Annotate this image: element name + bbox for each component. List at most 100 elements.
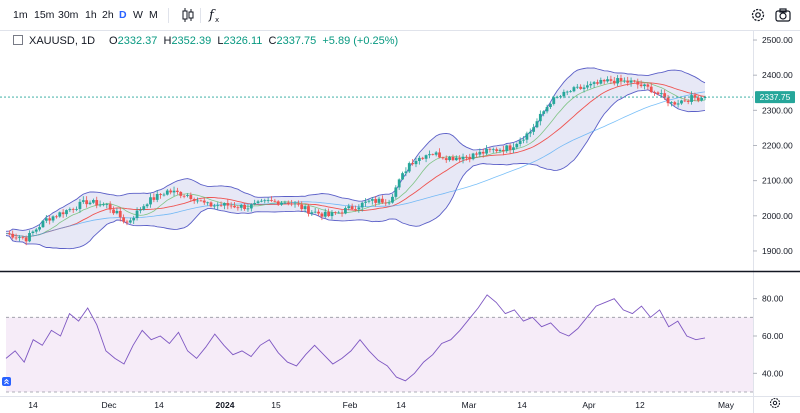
candle-body [491,149,495,151]
candle-body [58,212,62,217]
candle-body [145,204,149,207]
candle-body [572,87,576,92]
indicators-icon[interactable]: f x [206,6,224,24]
candle-body [411,163,415,165]
time-tick-label: May [718,400,735,410]
candle-body [602,79,606,82]
candle-body [260,200,263,202]
candle-body [387,202,391,204]
candle-body [61,212,65,215]
timeframe-w[interactable]: W [133,9,143,21]
candle-body [626,80,630,83]
candle-body [508,145,512,150]
candle-body [327,211,331,217]
toolbar-divider [168,8,169,23]
candle-body [391,196,394,203]
candle-body [21,237,25,239]
candle-body [118,210,122,218]
last-price-tag-text: 2337.75 [760,92,791,102]
candle-body [246,208,250,210]
bb-upper-line [5,67,706,232]
time-tick-label: Mar [462,400,477,410]
price-tick-label: 2400.00 [762,70,793,80]
candle-body [451,157,455,161]
candle-body [545,107,549,112]
candle-body [112,209,115,214]
candle-body [293,203,297,205]
close-value: 2337.75 [276,35,317,47]
candle-body [243,204,247,210]
high-label: H [163,35,172,47]
candle-body [68,209,72,211]
candle-body [663,93,667,98]
candle-body [384,202,388,204]
candle-body [464,156,468,158]
time-tick-label: 15 [271,400,281,410]
low-value: 2326.11 [223,35,263,47]
candle-body [468,156,472,160]
candle-body [619,78,623,81]
candle-body [700,98,704,101]
timeframe-1h[interactable]: 1h [85,9,97,21]
candle-body [38,227,42,230]
candle-body [532,127,536,132]
candle-body [562,91,566,97]
candle-body [599,79,603,84]
candle-body [128,220,132,223]
candle-body [273,200,277,202]
candle-body [209,202,213,207]
candle-body [434,152,438,155]
candle-body [501,149,505,152]
candles-icon[interactable] [179,6,197,24]
candle-body [575,86,579,88]
price-tick-label: 2300.00 [762,105,793,115]
candle-body [300,204,304,210]
symbol-label[interactable]: XAUUSD, 1D [29,35,96,47]
candle-body [135,210,139,218]
timeframe-30m[interactable]: 30m [58,9,79,21]
candle-body [125,221,129,223]
candle-body [51,216,55,221]
price-tick-label: 2200.00 [762,140,793,150]
price-tick-label: 2100.00 [762,176,793,186]
candle-body [350,206,354,210]
candle-body [340,212,344,214]
candle-body [380,198,384,203]
candle-body [696,97,700,101]
candle-body [310,212,314,214]
ohlc-legend: XAUUSD, 1D O2332.37 H2352.39 L2326.11 C23… [13,35,398,47]
time-tick-label: 14 [396,400,406,410]
candle-body [424,155,428,159]
candle-body [656,92,660,95]
candle-body [199,200,203,202]
settings-icon[interactable] [749,6,767,24]
timeframe-2h[interactable]: 2h [102,9,114,21]
candle-body [333,212,337,214]
timeframe-1m[interactable]: 1m [13,9,28,21]
axis-settings-icon[interactable] [769,397,781,409]
bollinger-bands [5,67,706,250]
timeframe-15m[interactable]: 15m [34,9,55,21]
candle-body [471,153,475,160]
candle-body [367,200,371,202]
candle-body [229,205,233,207]
candle-body [283,202,287,204]
camera-icon[interactable] [774,6,792,24]
rsi-tick-label: 80.00 [762,294,784,304]
timeframe-m[interactable]: M [149,9,158,21]
candle-body [404,171,408,174]
legend-collapse-icon[interactable] [13,35,23,45]
candle-body [233,205,236,208]
candle-body [666,97,670,104]
price-axis: 2500.00 2400.00 2300.00 2200.00 2100.00 2000.… [753,35,793,256]
candle-body [192,199,196,202]
candle-body [364,201,367,203]
candle-body [414,160,418,165]
timeframe-d[interactable]: D [119,9,127,21]
candle-body [81,200,85,202]
candle-body [31,231,35,234]
candle-body [165,190,169,195]
candle-body [512,147,515,150]
candle-body [421,157,425,159]
